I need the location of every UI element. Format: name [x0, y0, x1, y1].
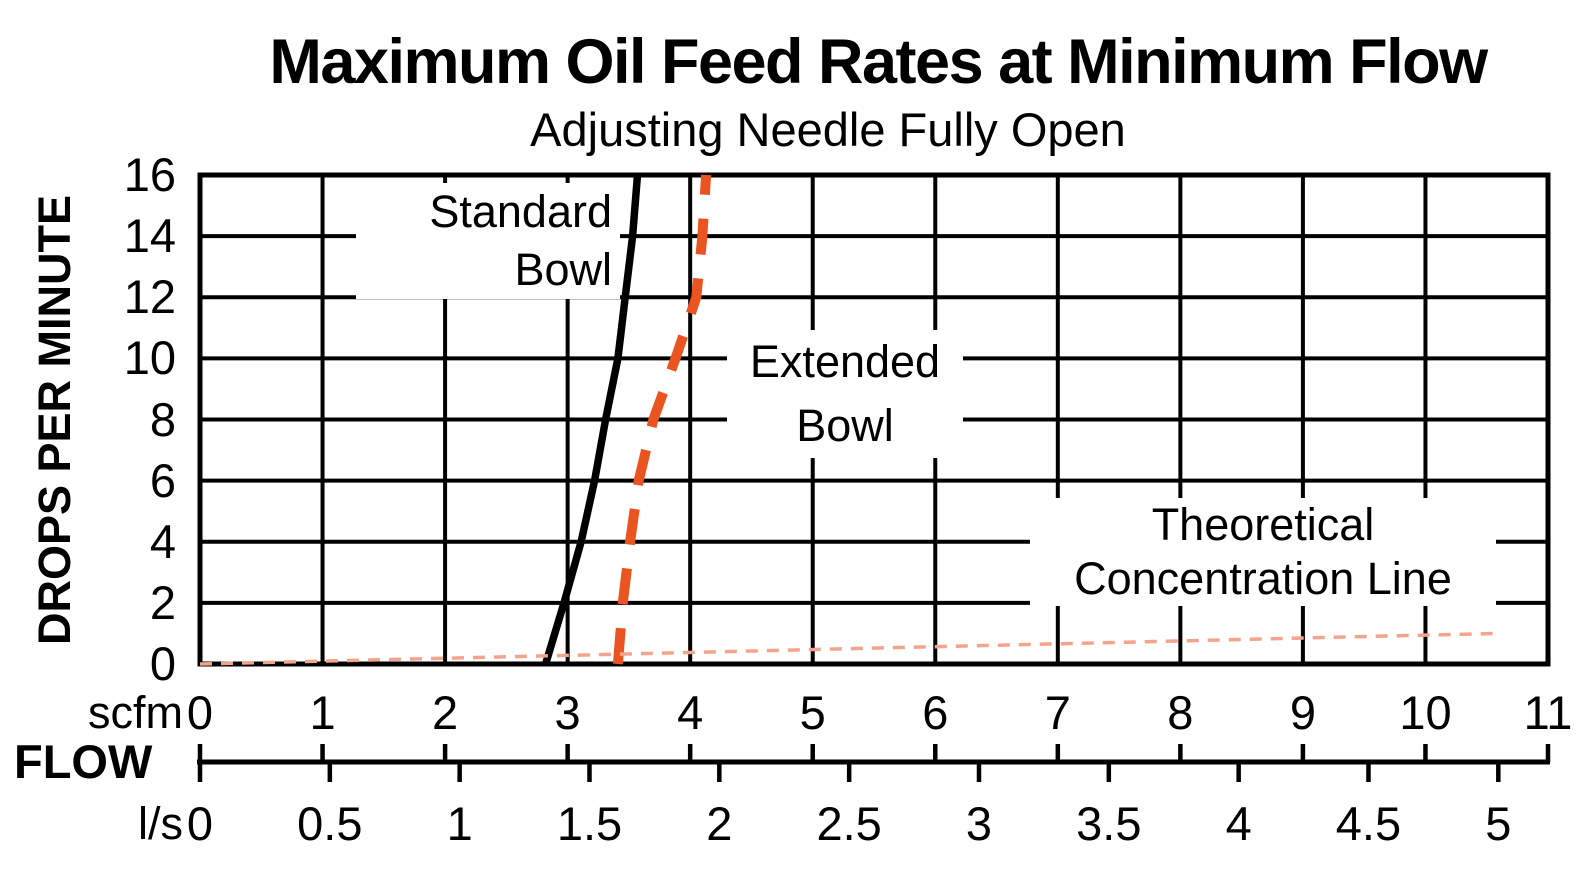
x-tick-label-ls: 0 [186, 797, 214, 850]
x-tick-label-ls: 5 [1485, 797, 1512, 850]
x-tick-label-ls: 3.5 [1076, 797, 1142, 850]
x-tick-label-ls: 0.5 [297, 797, 363, 850]
y-tick-label: 0 [149, 637, 176, 690]
x-tick-label-scfm: 6 [922, 686, 949, 739]
series-label-line: Standard [429, 186, 612, 237]
y-axis-label: DROPS PER MINUTE [29, 194, 80, 646]
chart-subtitle: Adjusting Needle Fully Open [530, 103, 1126, 156]
y-tick-label: 10 [123, 331, 176, 385]
x-tick-label-scfm: 4 [677, 686, 704, 739]
x-tick-label-ls: 2.5 [816, 797, 882, 850]
x-tick-label-ls: 2 [706, 797, 733, 850]
y-tick-label: 16 [123, 148, 176, 201]
y-tick-label: 4 [149, 514, 176, 568]
x-tick-label-ls: 3 [965, 797, 993, 850]
series-label-line: Theoretical [1151, 499, 1375, 550]
series-label-line: Bowl [514, 244, 612, 295]
x-tick-label-scfm: 7 [1044, 686, 1071, 739]
x-tick-label-scfm: 11 [1523, 686, 1573, 739]
x-tick-label-scfm: 0 [186, 686, 214, 739]
ls-unit-label: l/s [138, 798, 183, 849]
x-tick-label-scfm: 5 [799, 686, 826, 739]
y-tick-label: 2 [149, 575, 176, 629]
y-tick-label: 14 [123, 209, 176, 263]
series-label-line: Concentration Line [1074, 553, 1452, 604]
x-tick-label-ls: 1.5 [556, 797, 623, 850]
scfm-unit-label: scfm [88, 687, 183, 738]
x-tick-label-scfm: 8 [1167, 686, 1194, 739]
x-tick-label-ls: 4 [1225, 797, 1252, 850]
x-tick-label-ls: 1 [446, 797, 473, 850]
x-tick-label-scfm: 2 [432, 686, 459, 739]
x-tick-label-scfm: 10 [1399, 686, 1452, 739]
series-label-line: Bowl [796, 400, 894, 451]
standard-bowl-curve [542, 174, 642, 666]
x-tick-label-scfm: 3 [554, 686, 581, 739]
y-tick-label: 6 [149, 453, 176, 507]
chart-title: Maximum Oil Feed Rates at Minimum Flow [269, 27, 1488, 97]
y-tick-label: 8 [149, 392, 176, 446]
series-label-theoretical-concentration-line: Theoretical Concentration Line [1030, 498, 1496, 606]
extended-bowl-curve [612, 174, 712, 665]
flow-axis-label: FLOW [14, 735, 153, 788]
plot-border [197, 172, 1551, 667]
series-label-line: Extended [749, 336, 941, 387]
series-label-standard-bowl: Standard Bowl [356, 183, 620, 299]
y-tick-label: 12 [123, 270, 176, 324]
x-tick-label-scfm: 9 [1289, 686, 1316, 739]
series-label-extended-bowl: Extended Bowl [727, 330, 963, 458]
x-tick-label-ls: 4.5 [1335, 797, 1402, 850]
x-tick-label-scfm: 1 [309, 686, 336, 739]
theoretical-concentration-line-curve [199, 631, 1500, 666]
